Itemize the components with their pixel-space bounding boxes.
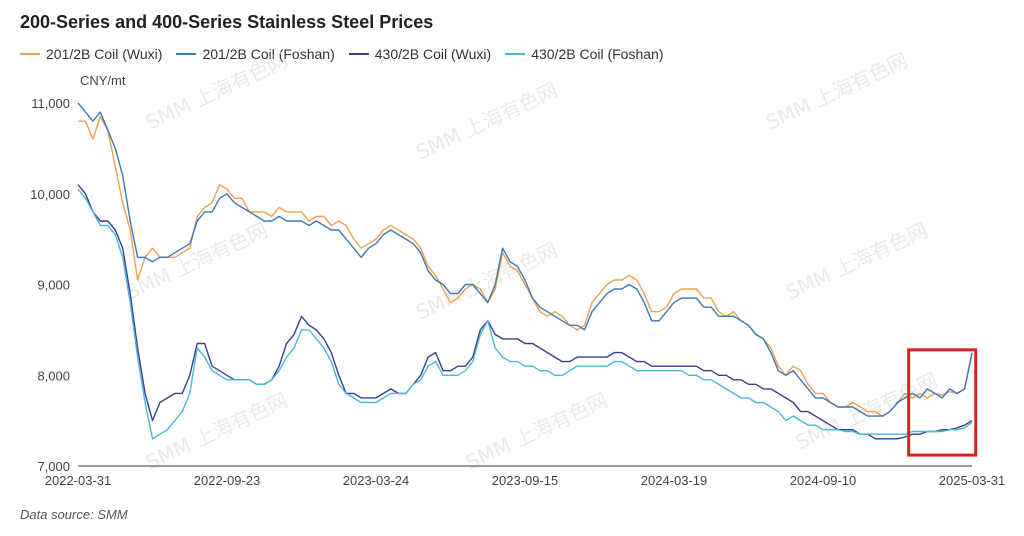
y-tick-label: 11,000 — [31, 96, 70, 111]
x-tick-label: 2025-03-31 — [939, 473, 1006, 488]
x-tick-label: 2023-03-24 — [343, 473, 410, 488]
legend-swatch — [20, 53, 40, 55]
highlight-box — [907, 348, 978, 457]
chart-title: 200-Series and 400-Series Stainless Stee… — [20, 12, 434, 32]
watermark-text: SMM 上海有色网 — [782, 218, 931, 305]
x-tick-label: 2024-03-19 — [641, 473, 708, 488]
series-line-1 — [78, 115, 973, 417]
legend-item-3[interactable]: 430/2B Coil (Wuxi) — [348, 46, 492, 62]
y-tick-label: 8,000 — [37, 368, 70, 383]
x-tick-label: 2023-09-15 — [492, 473, 559, 488]
watermark-text: SMM 上海有色网 — [412, 238, 561, 325]
y-tick-label: 7,000 — [37, 459, 70, 474]
legend-swatch — [505, 53, 526, 55]
series-line-3 — [77, 184, 973, 440]
watermark-text: SMM 上海有色网 — [412, 78, 561, 165]
x-tick-label: 2024-09-10 — [790, 473, 857, 488]
watermark-text: SMM 上海有色网 — [462, 388, 611, 475]
series-line-2 — [77, 102, 973, 417]
legend-item-1[interactable]: 201/2B Coil (Wuxi) — [20, 46, 162, 62]
legend-label: 201/2B Coil (Foshan) — [202, 46, 335, 62]
legend-swatch — [176, 53, 197, 55]
legend-label: 430/2B Coil (Foshan) — [531, 46, 664, 62]
x-tick-label: 2022-09-23 — [194, 473, 261, 488]
data-source-note: Data source: SMM — [20, 507, 128, 522]
y-axis-unit-label: CNY/mt — [80, 73, 126, 88]
chart-legend: 201/2B Coil (Wuxi) 201/2B Coil (Foshan) 43… — [20, 46, 664, 62]
legend-label: 430/2B Coil (Wuxi) — [374, 46, 492, 62]
y-tick-label: 9,000 — [37, 278, 70, 293]
series-line-4 — [77, 188, 973, 440]
legend-item-4[interactable]: 430/2B Coil (Foshan) — [505, 46, 664, 62]
legend-item-2[interactable]: 201/2B Coil (Foshan) — [176, 46, 335, 62]
legend-swatch — [348, 53, 369, 55]
watermark-text: SMM 上海有色网 — [762, 48, 911, 135]
watermark-text: SMM 上海有色网 — [142, 48, 291, 135]
y-tick-label: 10,000 — [30, 187, 70, 202]
x-tick-label: 2022-03-31 — [45, 473, 112, 488]
legend-label: 201/2B Coil (Wuxi) — [46, 46, 163, 62]
